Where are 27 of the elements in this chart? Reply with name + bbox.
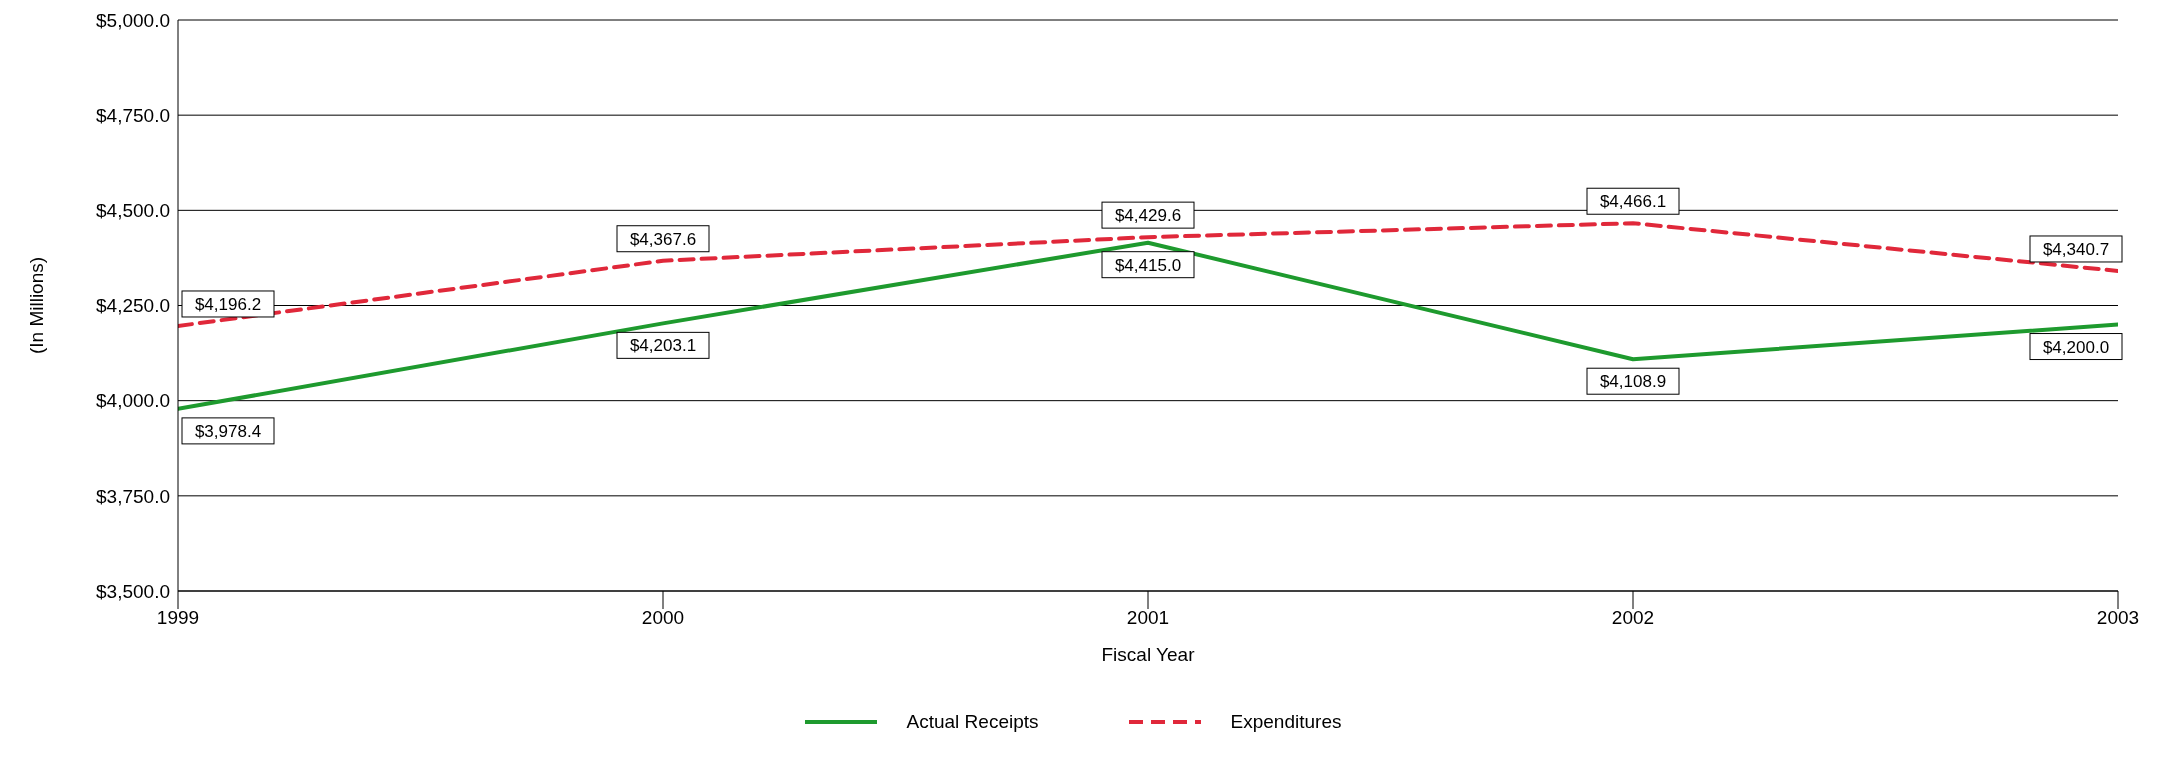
legend-label: Expenditures (1230, 711, 1342, 733)
data-label: $4,466.1 (1599, 192, 1667, 212)
y-tick-label: $3,750.0 (96, 485, 170, 507)
data-label: $4,200.0 (2042, 337, 2110, 357)
data-label: $4,415.0 (1114, 255, 1182, 275)
y-tick-label: $5,000.0 (96, 9, 170, 31)
y-tick-label: $4,250.0 (96, 295, 170, 317)
legend-label: Actual Receipts (906, 711, 1039, 733)
data-label: $4,203.1 (629, 336, 697, 356)
data-label: $4,367.6 (629, 229, 697, 249)
y-tick-label: $4,750.0 (96, 104, 170, 126)
data-label: $4,340.7 (2042, 239, 2110, 259)
x-tick-label: 2003 (2096, 607, 2140, 629)
x-axis-title: Fiscal Year (1101, 644, 1196, 665)
data-label: $4,429.6 (1114, 206, 1182, 226)
x-tick-label: 1999 (156, 607, 200, 629)
x-tick-label: 2000 (641, 607, 685, 629)
data-label: $4,196.2 (194, 294, 262, 314)
y-tick-label: $3,500.0 (96, 580, 170, 602)
data-label: $3,978.4 (194, 421, 262, 441)
x-tick-label: 2002 (1611, 607, 1655, 629)
line-series (178, 221, 2118, 328)
y-tick-label: $4,500.0 (96, 200, 170, 222)
data-label: $4,108.9 (1599, 372, 1667, 392)
y-tick-label: $4,000.0 (96, 390, 170, 412)
y-axis-title: (In Millions) (25, 256, 47, 355)
x-tick-label: 2001 (1126, 607, 1170, 629)
